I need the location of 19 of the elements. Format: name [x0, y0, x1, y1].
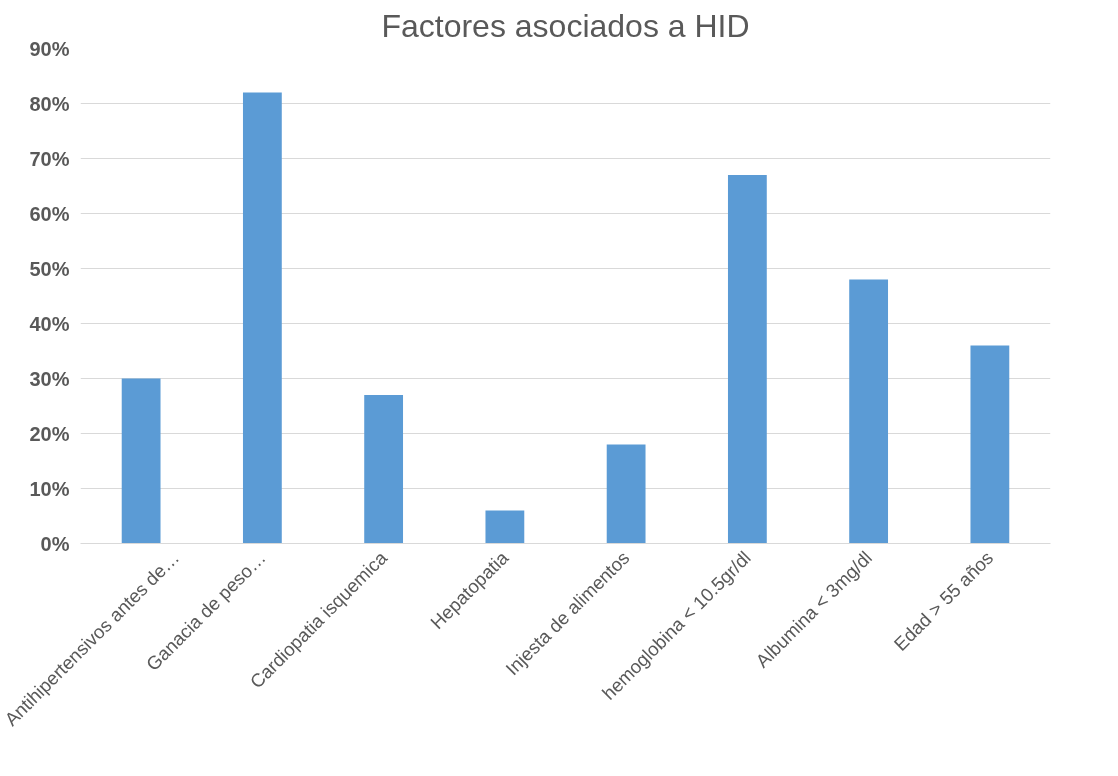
bar: [242, 92, 282, 544]
bar: [727, 175, 767, 544]
y-tick-label: 30%: [29, 367, 70, 390]
y-tick-label: 20%: [29, 422, 70, 445]
chart-title: Factores asociados a HID: [381, 7, 750, 44]
y-tick-label: 80%: [29, 92, 70, 115]
bar: [606, 444, 646, 544]
y-tick-label: 40%: [29, 312, 70, 335]
y-tick-label: 50%: [29, 257, 70, 280]
y-tick-label: 10%: [29, 477, 70, 500]
bar: [121, 378, 161, 544]
y-tick-label: 90%: [29, 37, 70, 60]
bar: [485, 510, 525, 544]
bar: [849, 279, 889, 544]
y-tick-label: 70%: [29, 147, 70, 170]
bar: [970, 345, 1010, 544]
y-tick-label: 60%: [29, 202, 70, 225]
bar: [364, 395, 404, 544]
y-tick-label: 0%: [40, 532, 70, 555]
